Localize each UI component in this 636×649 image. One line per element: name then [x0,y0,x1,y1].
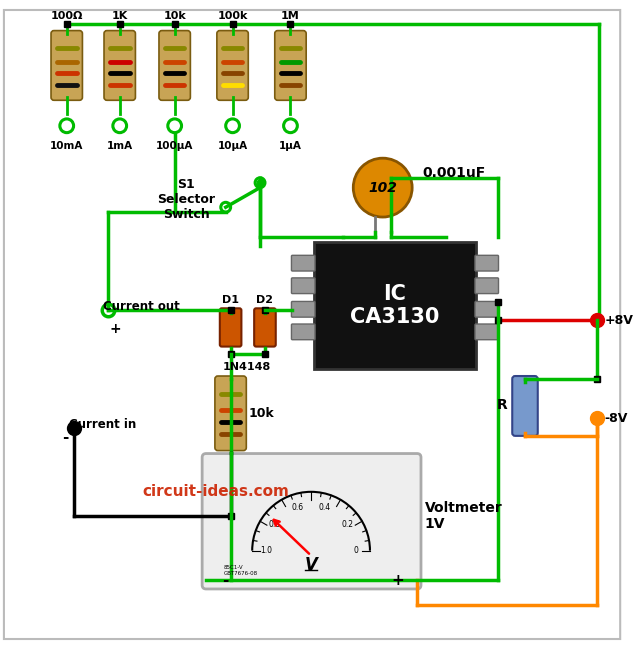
Text: 100μA: 100μA [156,140,193,151]
Text: 0.6: 0.6 [291,503,303,512]
FancyBboxPatch shape [512,376,538,436]
FancyBboxPatch shape [291,278,315,293]
FancyBboxPatch shape [291,255,315,271]
FancyBboxPatch shape [202,454,421,589]
Text: 0.001uF: 0.001uF [422,166,485,180]
Text: 10μA: 10μA [218,140,247,151]
Text: 1.0: 1.0 [260,546,272,555]
Text: +: + [110,322,121,336]
Text: 1μA: 1μA [279,140,302,151]
Text: 0.8: 0.8 [268,520,280,529]
Text: +: + [391,572,404,587]
FancyBboxPatch shape [217,31,248,100]
Text: -: - [223,572,229,587]
FancyBboxPatch shape [159,31,190,100]
Text: D1: D1 [222,295,239,306]
Text: 10mA: 10mA [50,140,83,151]
FancyBboxPatch shape [475,301,499,317]
Text: IC
CA3130: IC CA3130 [350,284,439,327]
Circle shape [353,158,412,217]
Text: +8V: +8V [604,313,633,326]
Text: 1M: 1M [281,11,300,21]
Text: S1
Selector
Switch: S1 Selector Switch [158,178,216,221]
Text: 100k: 100k [218,11,248,21]
Text: 100Ω: 100Ω [50,11,83,21]
Text: 10k: 10k [248,407,274,420]
Text: 0.2: 0.2 [342,520,354,529]
Text: 1K: 1K [111,11,128,21]
FancyBboxPatch shape [291,324,315,339]
FancyBboxPatch shape [291,301,315,317]
Text: Voltmeter
1V: Voltmeter 1V [425,501,502,532]
FancyBboxPatch shape [475,278,499,293]
Text: 102: 102 [368,180,397,195]
FancyBboxPatch shape [104,31,135,100]
Text: -: - [62,430,69,445]
FancyBboxPatch shape [51,31,83,100]
FancyBboxPatch shape [475,324,499,339]
FancyBboxPatch shape [314,241,476,369]
FancyBboxPatch shape [275,31,306,100]
Text: circuit-ideas.com: circuit-ideas.com [142,484,289,499]
Text: 1mA: 1mA [107,140,133,151]
Text: 1N4148: 1N4148 [223,362,272,373]
Text: D2: D2 [256,295,273,306]
Text: -8V: -8V [604,411,628,424]
FancyBboxPatch shape [254,308,276,347]
FancyBboxPatch shape [475,255,499,271]
Text: R: R [497,398,508,413]
Text: 0: 0 [354,546,359,555]
FancyBboxPatch shape [220,308,242,347]
Text: Current out: Current out [103,300,180,313]
Text: Current in: Current in [69,418,136,431]
Text: 0.4: 0.4 [319,503,331,512]
Text: 10k: 10k [163,11,186,21]
FancyBboxPatch shape [215,376,246,450]
Text: 85C1-V
GBT7676-08: 85C1-V GBT7676-08 [224,565,258,576]
Text: V: V [305,556,317,574]
